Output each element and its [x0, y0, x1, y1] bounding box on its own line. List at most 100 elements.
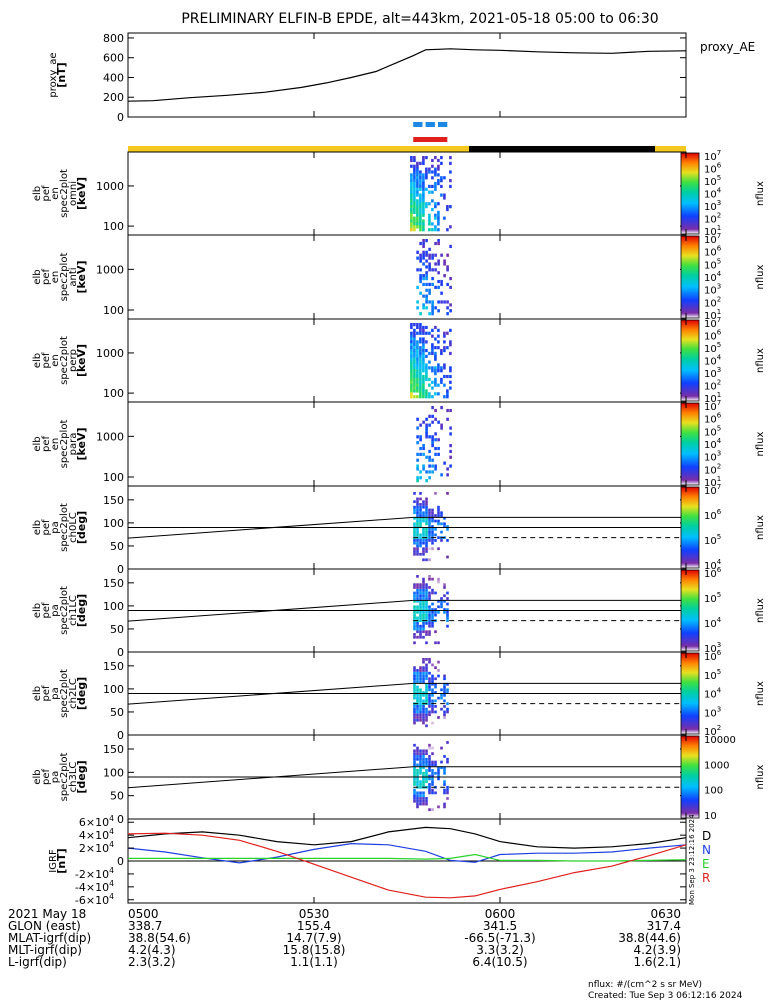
spec-cell [419, 799, 422, 803]
colorbar-tick-label: 101 [704, 391, 721, 405]
spec-cell [416, 190, 419, 194]
spec-cell [419, 602, 422, 606]
spec-cell [422, 511, 425, 515]
spec-cell [413, 766, 416, 770]
spec-cell [431, 386, 434, 390]
spec-cell [443, 346, 446, 350]
spec-cell [422, 657, 425, 661]
spec-cell [440, 696, 443, 700]
spec-cell [419, 597, 422, 600]
spec-cell [431, 616, 434, 620]
spec-cell [431, 441, 434, 445]
spec-cell [431, 328, 434, 332]
spec-cell [428, 508, 431, 512]
spec-cell [434, 156, 437, 160]
spec-cell [422, 303, 425, 307]
spec-cell [431, 591, 434, 595]
spec-cell [422, 328, 425, 332]
spec-cell [419, 392, 422, 396]
spec-cell [431, 268, 434, 272]
spec-cell [416, 685, 419, 689]
spec-cell [446, 539, 449, 542]
spec-cell [413, 783, 416, 786]
spec-cell [422, 541, 425, 545]
spec-cell [431, 222, 434, 226]
spec-cell [416, 479, 419, 483]
y-tick-label: 1000 [96, 263, 124, 276]
spec-cell [431, 346, 434, 350]
x-axis-row-label: MLAT-igrf(dip) [8, 931, 91, 945]
spec-cell [419, 161, 422, 165]
spec-cell [422, 207, 425, 212]
y-tick-label: 400 [103, 71, 124, 84]
spec-cell [443, 366, 446, 370]
spec-cell [443, 685, 446, 689]
spec-cell [416, 225, 419, 229]
spec-cell [443, 705, 446, 708]
colorbar-unit-note: nflux: #/(cm^2 s sr MeV) [588, 980, 702, 990]
spec-cell [410, 202, 413, 206]
spec-cell [431, 746, 434, 750]
spec-cell [434, 213, 437, 217]
ylabel-line: en [50, 271, 61, 284]
spec-cell [443, 522, 446, 526]
spec-cell [437, 536, 440, 540]
spec-cell [419, 435, 422, 439]
spec-cell [413, 363, 416, 367]
spec-cell [413, 682, 416, 686]
spec-cell [440, 179, 443, 183]
spec-cell [437, 774, 440, 778]
spec-cell [428, 710, 431, 714]
spec-cell [419, 608, 422, 611]
spec-cell [422, 190, 425, 194]
spec-cell [425, 547, 428, 551]
spec-cell [425, 699, 428, 703]
spec-cell [434, 377, 437, 382]
spec-cell [425, 588, 428, 592]
spec-cell [428, 247, 431, 251]
spec-cell [419, 533, 422, 537]
spec-cell [416, 599, 419, 603]
spec-cell [425, 259, 428, 263]
spec-cell [437, 334, 440, 338]
spec-cell [428, 597, 431, 600]
spec-cell [434, 682, 437, 686]
spec-cell [416, 635, 419, 639]
spec-cell [416, 452, 419, 456]
colorbar-tick-label: 10000 [704, 735, 736, 746]
x-axis-row-value: 15.8(15.8) [283, 943, 346, 957]
colorbar-tick-label: 105 [704, 668, 721, 682]
ylabel-line: pef [41, 769, 52, 786]
spec-cell [428, 476, 431, 480]
spec-cell [422, 530, 425, 534]
spec-cell [434, 170, 437, 174]
spec-cell [431, 624, 434, 628]
spec-cell [419, 716, 422, 719]
spec-cell [425, 602, 428, 606]
spec-cell [428, 392, 431, 396]
spec-cell [413, 666, 416, 670]
spec-cell [446, 624, 449, 628]
spec-cell [425, 522, 428, 526]
spec-cell [419, 619, 422, 623]
spec-cell [449, 179, 452, 183]
spec-cell [413, 613, 416, 617]
spec-cell [422, 616, 425, 620]
spec-cell [425, 605, 428, 609]
spec-cell [425, 591, 428, 595]
colorbar-tick-label: 104 [704, 354, 722, 368]
spec-cell [425, 156, 428, 160]
spec-cell [437, 696, 440, 700]
spec-cell [419, 354, 422, 358]
spec-cell [446, 527, 449, 531]
spec-cell [422, 691, 425, 694]
spec-cell [446, 682, 449, 686]
spec-cell [419, 749, 422, 753]
spec-cell [449, 426, 452, 430]
spec-cell [416, 179, 419, 183]
colorbar-tick-label: 106 [704, 508, 722, 522]
y-tick-label: 1000 [96, 347, 124, 360]
spec-cell [422, 392, 425, 396]
spec-cell [443, 594, 446, 598]
spec-cell [419, 389, 422, 393]
